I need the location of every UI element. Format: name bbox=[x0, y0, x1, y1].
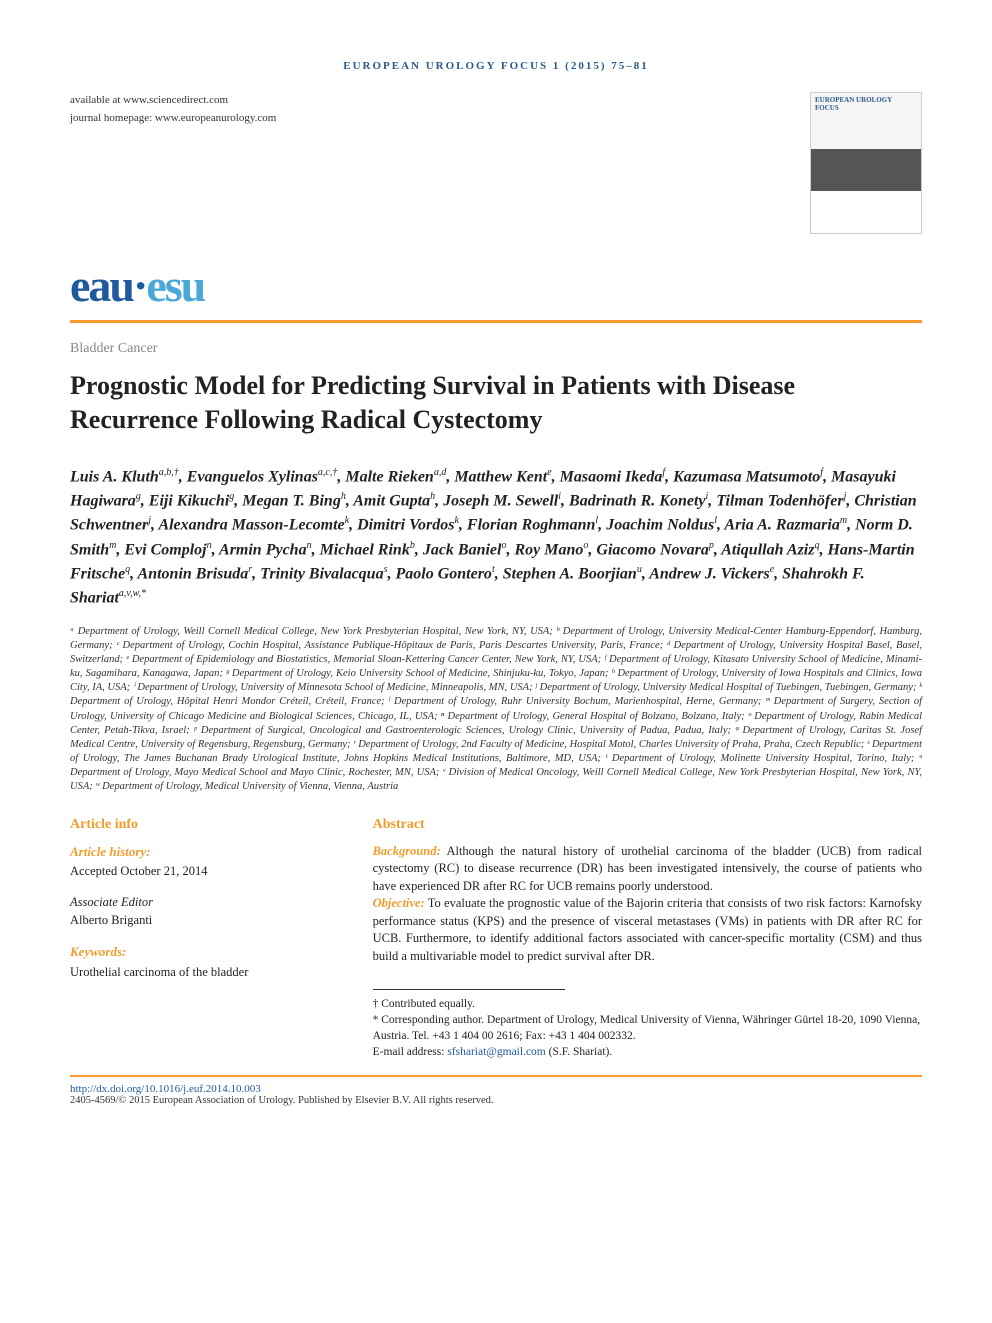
corresponding-email-link[interactable]: sfshariat@gmail.com bbox=[447, 1046, 545, 1058]
abstract-body: Background: Although the natural history… bbox=[373, 843, 922, 966]
background-label: Background: bbox=[373, 844, 441, 858]
article-info-column: Article info Article history: Accepted O… bbox=[70, 817, 341, 1061]
article-history-heading: Article history: bbox=[70, 843, 341, 861]
cover-title: EUROPEAN UROLOGY FOCUS bbox=[815, 97, 917, 112]
journal-cover-thumbnail: EUROPEAN UROLOGY FOCUS bbox=[810, 92, 922, 234]
journal-article-page: EUROPEAN UROLOGY FOCUS 1 (2015) 75–81 av… bbox=[0, 0, 992, 1146]
running-header: EUROPEAN UROLOGY FOCUS 1 (2015) 75–81 bbox=[70, 60, 922, 72]
author-list: Luis A. Klutha,b,†, Evanguelos Xylinasa,… bbox=[70, 465, 922, 611]
copyright-line: 2405-4569/© 2015 European Association of… bbox=[70, 1095, 922, 1106]
logo-esu: esu bbox=[146, 260, 204, 311]
footnote-email-line: E-mail address: sfshariat@gmail.com (S.F… bbox=[373, 1044, 922, 1060]
orange-divider bbox=[70, 320, 922, 323]
background-text: Although the natural history of urotheli… bbox=[373, 844, 922, 893]
keywords-text: Urothelial carcinoma of the bladder bbox=[70, 964, 341, 982]
email-label: E-mail address: bbox=[373, 1046, 448, 1058]
availability-line-1: available at www.sciencedirect.com bbox=[70, 92, 276, 110]
footnote-corresponding: * Corresponding author. Department of Ur… bbox=[373, 1012, 922, 1044]
abstract-column: Abstract Background: Although the natura… bbox=[373, 817, 922, 1061]
footnote-rule bbox=[373, 989, 565, 990]
abstract-heading: Abstract bbox=[373, 817, 922, 833]
associate-editor-heading: Associate Editor bbox=[70, 894, 341, 912]
article-title: Prognostic Model for Predicting Survival… bbox=[70, 369, 922, 437]
accepted-date: Accepted October 21, 2014 bbox=[70, 863, 341, 881]
email-person: (S.F. Shariat). bbox=[546, 1046, 612, 1058]
bottom-orange-rule bbox=[70, 1075, 922, 1077]
keywords-heading: Keywords: bbox=[70, 943, 341, 961]
availability-line-2: journal homepage: www.europeanurology.co… bbox=[70, 110, 276, 128]
society-logo: eau·esu bbox=[70, 259, 922, 312]
associate-editor-name: Alberto Briganti bbox=[70, 912, 341, 930]
header-row: available at www.sciencedirect.com journ… bbox=[70, 92, 922, 234]
doi-link[interactable]: http://dx.doi.org/10.1016/j.euf.2014.10.… bbox=[70, 1083, 922, 1095]
footnote-dagger: † Contributed equally. bbox=[373, 996, 922, 1012]
objective-text: To evaluate the prognostic value of the … bbox=[373, 896, 922, 963]
section-label: Bladder Cancer bbox=[70, 341, 922, 357]
affiliations: ᵃ Department of Urology, Weill Cornell M… bbox=[70, 625, 922, 795]
logo-eau: eau bbox=[70, 260, 133, 311]
info-abstract-columns: Article info Article history: Accepted O… bbox=[70, 817, 922, 1061]
logo-dot: · bbox=[133, 260, 146, 311]
availability-block: available at www.sciencedirect.com journ… bbox=[70, 92, 276, 127]
article-info-heading: Article info bbox=[70, 817, 341, 833]
footnotes-block: † Contributed equally. * Corresponding a… bbox=[373, 996, 922, 1060]
objective-label: Objective: bbox=[373, 896, 425, 910]
